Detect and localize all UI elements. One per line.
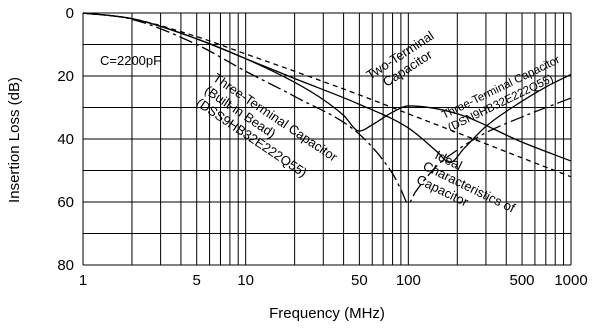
x-axis-label: Frequency (MHz) [269, 305, 385, 322]
grid-lines [82, 12, 572, 266]
label-two-terminal: Two-Terminal Capacitor [363, 26, 447, 95]
x-tick-label: 1000 [554, 272, 587, 289]
series-lines [82, 12, 572, 205]
capacitance-annotation: C=2200pF [100, 53, 161, 68]
y-tick-label: 60 [57, 194, 74, 211]
series-line [82, 12, 572, 205]
y-axis-label: Insertion Loss (dB) [6, 77, 23, 203]
x-tick-label: 500 [510, 272, 535, 289]
x-tick-label: 50 [351, 272, 368, 289]
x-tick-label: 100 [396, 272, 421, 289]
series-line [82, 12, 572, 178]
x-tick-label: 10 [237, 272, 254, 289]
tick-labels: 1 5 10 50 100 500 1000 0 20 40 60 80 [57, 5, 587, 289]
y-tick-label: 0 [66, 5, 74, 22]
x-tick-label: 1 [79, 272, 87, 289]
series-line [82, 12, 572, 164]
label-three-terminal: Three-Terminal Capacitor (DSN9HB32E222Q5… [440, 53, 571, 135]
y-tick-label: 40 [57, 131, 74, 148]
y-tick-label: 80 [57, 257, 74, 274]
label-ideal: Ideal Characteristics of Capacitor [414, 145, 527, 231]
y-tick-label: 20 [57, 68, 74, 85]
x-tick-label: 5 [193, 272, 201, 289]
